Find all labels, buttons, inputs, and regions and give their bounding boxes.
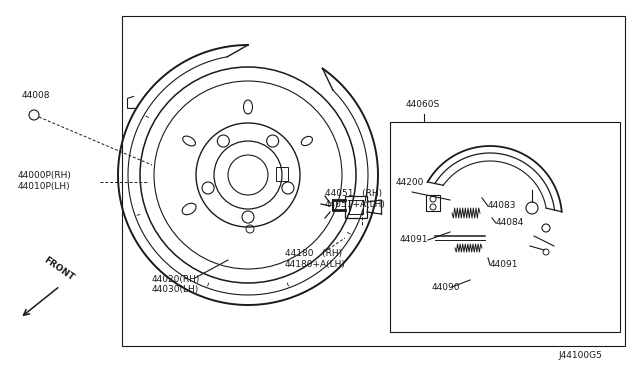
Text: 44000P(RH): 44000P(RH) xyxy=(18,171,72,180)
Text: 44200: 44200 xyxy=(396,178,424,187)
Text: FRONT: FRONT xyxy=(42,255,76,282)
Bar xyxy=(426,195,440,211)
Text: 44060S: 44060S xyxy=(406,100,440,109)
Text: 44091: 44091 xyxy=(400,235,429,244)
Bar xyxy=(276,167,288,181)
Text: 44091: 44091 xyxy=(490,260,518,269)
Text: 44180+A(LH): 44180+A(LH) xyxy=(285,260,346,269)
Text: 44020(RH): 44020(RH) xyxy=(152,275,200,284)
Bar xyxy=(122,16,625,346)
Bar xyxy=(345,196,367,218)
Text: 44090: 44090 xyxy=(432,283,461,292)
Text: J44100G5: J44100G5 xyxy=(558,351,602,360)
Text: 44030(LH): 44030(LH) xyxy=(152,285,199,294)
Text: 44051+A(LH): 44051+A(LH) xyxy=(325,200,386,209)
Bar xyxy=(390,122,620,332)
Text: 44008: 44008 xyxy=(22,91,51,100)
Text: 44180   (RH): 44180 (RH) xyxy=(285,249,342,258)
Text: 44084: 44084 xyxy=(496,218,524,227)
Text: 44051   (RH): 44051 (RH) xyxy=(325,189,382,198)
Text: 44010P(LH): 44010P(LH) xyxy=(18,182,70,191)
Bar xyxy=(349,200,363,214)
Text: 44083: 44083 xyxy=(488,201,516,210)
